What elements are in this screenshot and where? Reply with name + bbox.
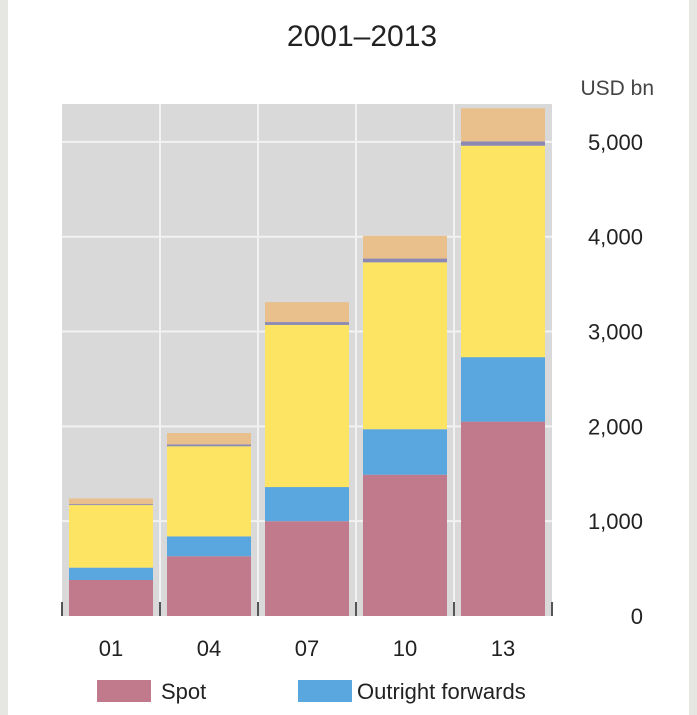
bar-segment-10-1	[363, 429, 447, 475]
bar-segment-01-2	[69, 505, 153, 568]
bar-segment-10-2	[363, 262, 447, 430]
bar-segment-10-3	[363, 258, 447, 263]
y-tick-label: 1,000	[588, 509, 643, 534]
bar-segment-13-0	[461, 421, 545, 616]
y-tick-label: 0	[631, 604, 643, 629]
bar-segment-07-2	[265, 324, 349, 488]
bar-segment-13-2	[461, 145, 545, 358]
bar-segment-07-4	[265, 302, 349, 323]
bar-segment-04-3	[167, 444, 251, 447]
bar-segment-07-1	[265, 487, 349, 522]
legend-swatch-outright-forwards	[298, 680, 352, 702]
x-tick-label-13: 13	[491, 636, 515, 661]
bar-segment-01-3	[69, 504, 153, 506]
x-tick-label-01: 01	[99, 636, 123, 661]
bar-segment-13-4	[461, 108, 545, 142]
y-tick-label: 4,000	[588, 225, 643, 250]
y-axis-unit-label: USD bn	[580, 77, 654, 100]
x-tick-label-04: 04	[197, 636, 221, 661]
legend-label-outright-forwards: Outright forwards	[357, 679, 526, 704]
x-axis-ticks: 01 04 07 10 13	[61, 602, 553, 661]
bar-segment-13-1	[461, 357, 545, 422]
bar-segment-10-0	[363, 474, 447, 616]
bar-segment-04-0	[167, 556, 251, 616]
y-tick-label: 3,000	[588, 320, 643, 345]
bar-segment-01-0	[69, 579, 153, 616]
bar-segment-01-1	[69, 567, 153, 580]
legend-swatch-spot	[97, 680, 151, 702]
legend: Spot Outright forwards	[97, 679, 526, 704]
bars-group	[69, 108, 545, 616]
bar-segment-04-1	[167, 536, 251, 557]
y-axis-ticks: 0 1,000 2,000 3,000 4,000 5,000	[588, 130, 643, 629]
y-tick-label: 5,000	[588, 130, 643, 155]
bar-segment-07-0	[265, 521, 349, 616]
x-tick-label-07: 07	[295, 636, 319, 661]
y-tick-label: 2,000	[588, 414, 643, 439]
bar-segment-13-3	[461, 141, 545, 146]
bar-segment-04-2	[167, 446, 251, 537]
legend-label-spot: Spot	[161, 679, 206, 704]
bar-segment-04-4	[167, 433, 251, 445]
bar-segment-10-4	[363, 235, 447, 259]
chart-title: 2001–2013	[287, 20, 437, 53]
bar-segment-01-4	[69, 498, 153, 505]
x-tick-label-10: 10	[393, 636, 417, 661]
bar-segment-07-3	[265, 322, 349, 325]
